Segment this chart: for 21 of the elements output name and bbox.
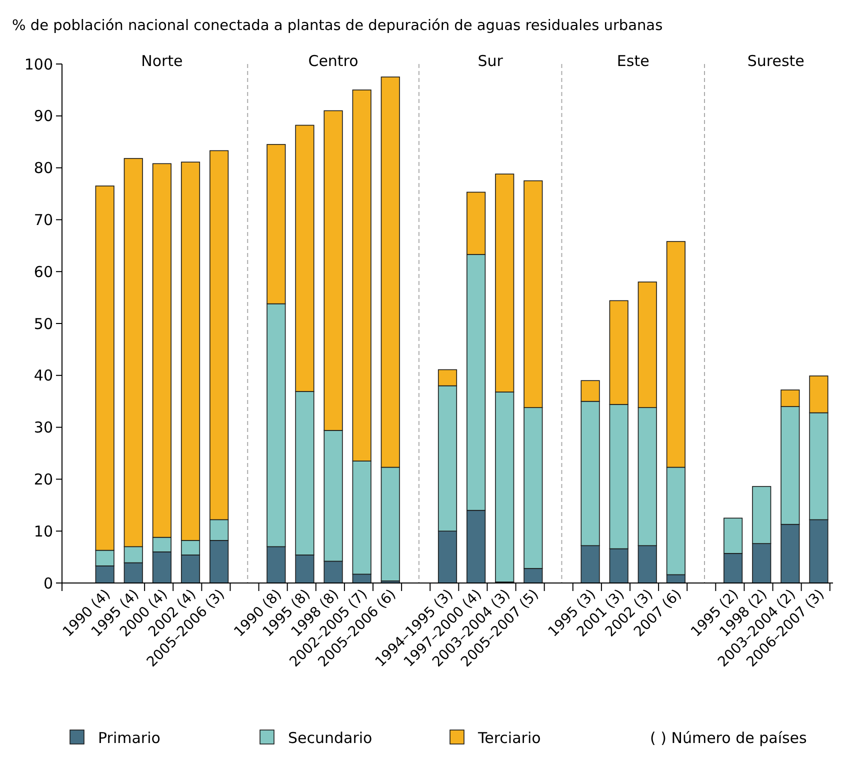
y-tick-label: 20 (34, 470, 53, 488)
y-tick-label: 60 (34, 262, 53, 281)
annotation: Centro (308, 52, 358, 70)
y-axis-title: % de población nacional conectada a plantas de depuración de aguas residuales urbanas (12, 18, 663, 34)
annotation: Sur (478, 52, 504, 70)
y-tick-label: 40 (34, 366, 53, 385)
legend-label: Secundario (288, 729, 372, 747)
y-tick-label: 30 (34, 418, 53, 437)
y-tick-label: 0 (43, 574, 53, 592)
text: ( ) Número de países (650, 729, 808, 747)
y-tick-label: 10 (34, 522, 53, 540)
legend-label: Primario (98, 729, 160, 747)
y-tick-label: 80 (34, 159, 53, 178)
annotation: Norte (141, 52, 183, 70)
y-tick-label: 100 (24, 55, 53, 74)
y-tick-label: 90 (34, 107, 53, 126)
y-tick-label: 70 (34, 210, 53, 229)
annotation: Sureste (747, 52, 804, 70)
y-tick-label: 50 (34, 314, 53, 333)
legend-label: Terciario (477, 729, 541, 747)
annotation: Este (616, 52, 650, 70)
